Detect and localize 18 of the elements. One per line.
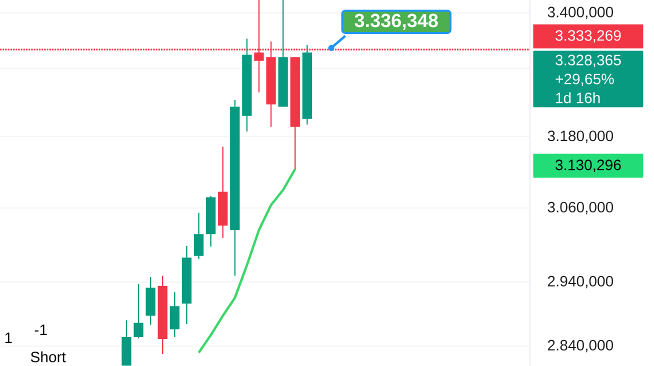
annotation: 1: [5, 332, 12, 343]
text: +29,65%: [556, 74, 614, 86]
annotation: 3.336,348: [354, 14, 438, 30]
ref-line-label: 3.333,269: [556, 30, 621, 43]
text: 1d 16h: [556, 92, 600, 104]
candlestick: [194, 212, 204, 260]
y-tick-label: 3.060,000: [548, 202, 614, 214]
text: 3.328,365: [556, 54, 621, 68]
y-tick-label: 2.940,000: [548, 276, 614, 288]
line-series: [198, 168, 296, 354]
y-tick-label: 3.180,000: [548, 130, 614, 143]
text: 3.130,296: [556, 160, 621, 172]
candlestick: [134, 283, 144, 339]
annotation: -1: [34, 324, 47, 335]
y-tick-label: 3.400,000: [548, 6, 614, 20]
candlestick: [170, 292, 180, 338]
annotation: Short: [30, 351, 66, 362]
y-tick-label: 2.840,000: [548, 340, 614, 352]
